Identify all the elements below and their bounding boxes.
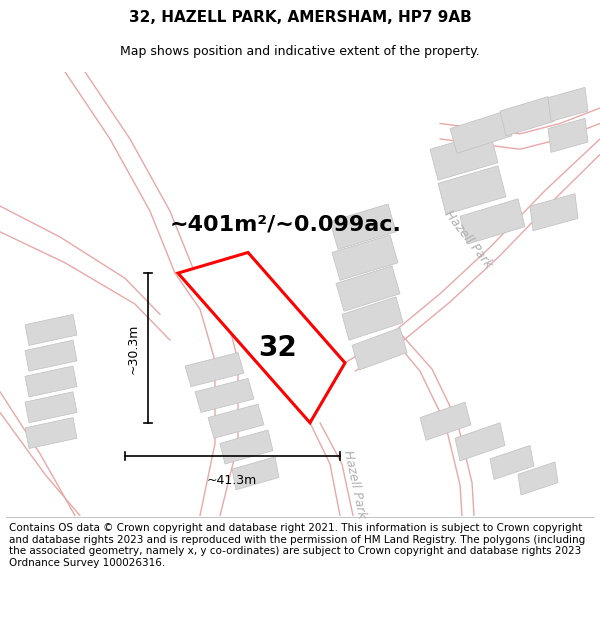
Polygon shape	[500, 97, 554, 136]
Polygon shape	[25, 418, 77, 449]
Text: Hazell Park: Hazell Park	[341, 449, 368, 520]
Text: Hazell Park: Hazell Park	[442, 208, 494, 271]
Polygon shape	[548, 88, 588, 121]
Polygon shape	[336, 266, 400, 311]
Text: 32, HAZELL PARK, AMERSHAM, HP7 9AB: 32, HAZELL PARK, AMERSHAM, HP7 9AB	[128, 11, 472, 26]
Polygon shape	[25, 392, 77, 422]
Polygon shape	[25, 314, 77, 346]
Text: 32: 32	[259, 334, 298, 362]
Polygon shape	[220, 430, 273, 464]
Text: ~41.3m: ~41.3m	[207, 474, 257, 488]
Polygon shape	[342, 297, 403, 340]
Polygon shape	[438, 166, 506, 214]
Polygon shape	[178, 253, 345, 422]
Polygon shape	[330, 204, 396, 249]
Polygon shape	[232, 457, 279, 490]
Polygon shape	[548, 118, 588, 152]
Polygon shape	[455, 422, 505, 461]
Polygon shape	[430, 132, 498, 180]
Polygon shape	[185, 352, 244, 387]
Polygon shape	[450, 111, 512, 153]
Text: ~401m²/~0.099ac.: ~401m²/~0.099ac.	[170, 214, 402, 234]
Polygon shape	[352, 328, 407, 370]
Polygon shape	[518, 462, 558, 495]
Polygon shape	[332, 235, 398, 281]
Polygon shape	[420, 402, 471, 440]
Text: Contains OS data © Crown copyright and database right 2021. This information is : Contains OS data © Crown copyright and d…	[9, 523, 585, 568]
Polygon shape	[490, 446, 534, 479]
Polygon shape	[208, 404, 264, 438]
Polygon shape	[460, 199, 525, 244]
Polygon shape	[195, 378, 254, 412]
Polygon shape	[25, 340, 77, 371]
Text: ~30.3m: ~30.3m	[127, 323, 139, 374]
Polygon shape	[530, 194, 578, 231]
Text: Map shows position and indicative extent of the property.: Map shows position and indicative extent…	[120, 45, 480, 58]
Polygon shape	[25, 366, 77, 397]
